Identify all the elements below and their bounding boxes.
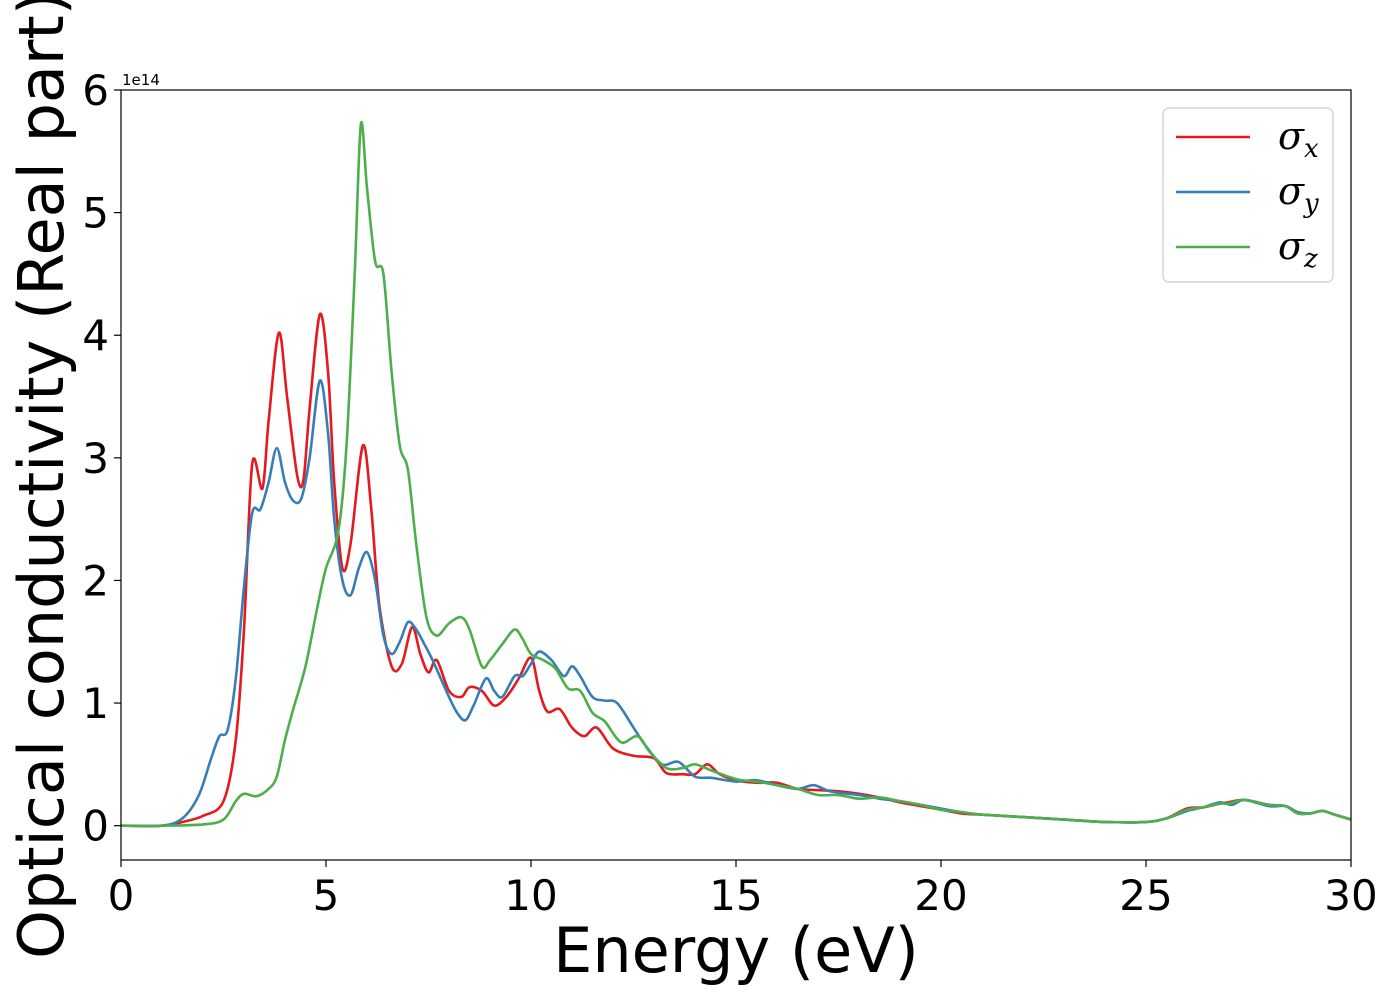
y-tick-label: 5 bbox=[82, 189, 109, 238]
x-tick-label: 15 bbox=[709, 871, 762, 920]
legend-label-sigma-z: σz bbox=[1278, 224, 1318, 274]
series-layer bbox=[120, 120, 1352, 828]
y-tick-label: 1 bbox=[82, 679, 109, 728]
plot-area bbox=[121, 90, 1351, 860]
y-tick-label: 2 bbox=[82, 556, 109, 605]
x-tick-label: 25 bbox=[1119, 871, 1172, 920]
legend-label-sigma-x: σx bbox=[1278, 114, 1319, 164]
x-tick-label: 5 bbox=[313, 871, 340, 920]
y-offset-label: 1e14 bbox=[122, 71, 160, 89]
y-tick-label: 3 bbox=[82, 434, 109, 483]
x-tick-label: 10 bbox=[504, 871, 557, 920]
legend-label-sigma-y: σy bbox=[1278, 169, 1319, 219]
series-line-sigma-z bbox=[120, 120, 1352, 828]
x-tick-label: 30 bbox=[1324, 871, 1377, 920]
x-tick-label: 20 bbox=[914, 871, 967, 920]
y-axis: 0 1 2 3 4 5 6 bbox=[82, 66, 121, 851]
x-axis-title: Energy (eV) bbox=[553, 914, 919, 987]
y-axis-title: Optical conductivity (Real part) bbox=[5, 0, 78, 959]
x-tick-label: 0 bbox=[108, 871, 135, 920]
y-tick-label: 0 bbox=[82, 802, 109, 851]
y-tick-label: 4 bbox=[82, 311, 109, 360]
x-axis: 0 5 10 15 20 25 30 bbox=[108, 860, 1378, 920]
y-tick-label: 6 bbox=[82, 66, 109, 115]
legend-box bbox=[1162, 107, 1334, 283]
